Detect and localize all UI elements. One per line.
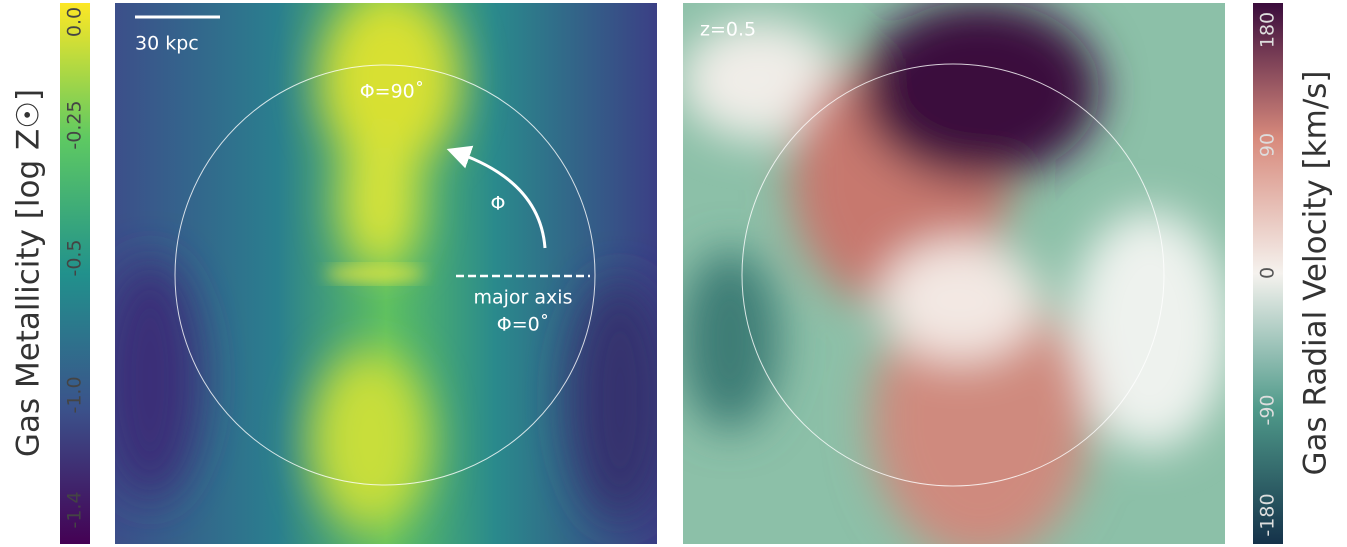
redshift-label: z=0.5 xyxy=(700,19,756,41)
colorbar-tick-label: -180 xyxy=(1257,493,1279,536)
colorbar-label: Gas Radial Velocity [km/s] xyxy=(1298,70,1334,475)
colorbar-label: Gas Metallicity [log Z☉] xyxy=(11,89,47,457)
colorbar-tick-label: -0.25 xyxy=(64,100,86,149)
colorbar-tick-label: 90 xyxy=(1257,133,1279,157)
metallicity-map xyxy=(115,3,657,544)
colorbar-tick-label: -90 xyxy=(1257,394,1279,425)
velocity-map xyxy=(683,3,1225,544)
phi-symbol: Φ xyxy=(491,193,506,215)
colorbar-tick-label: -0.5 xyxy=(64,239,86,276)
colorbar xyxy=(60,3,90,544)
phi-top-label: Φ=90˚ xyxy=(360,81,425,103)
colorbar-tick-label: 0.0 xyxy=(64,7,86,37)
radius-circle xyxy=(741,63,1165,487)
colorbar-tick-label: -1.4 xyxy=(64,491,86,528)
colorbar xyxy=(1253,3,1283,544)
radius-circle xyxy=(174,64,596,486)
colorbar-tick-label: 180 xyxy=(1257,12,1279,48)
scale-label: 30 kpc xyxy=(135,33,199,55)
phi-axis-label: Φ=0˚ xyxy=(497,314,549,336)
axis-label: major axis xyxy=(474,287,573,309)
colorbar-tick-label: -1.0 xyxy=(64,376,86,413)
colorbar-tick-label: 0 xyxy=(1257,267,1279,279)
phi-arrow xyxy=(446,145,547,249)
